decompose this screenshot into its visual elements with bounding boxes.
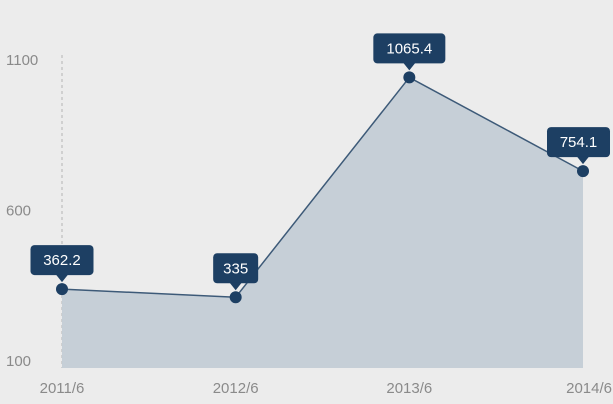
data-label-pointer xyxy=(229,282,242,291)
area-fill xyxy=(62,77,583,368)
data-label-text: 754.1 xyxy=(560,134,598,151)
data-label-text: 362.2 xyxy=(43,252,81,269)
data-label-text: 335 xyxy=(223,260,248,277)
x-tick-labels: 2011/6 2012/6 2013/6 2014/6 xyxy=(40,380,612,397)
x-tick-label: 2013/6 xyxy=(386,380,432,397)
x-tick-label: 2011/6 xyxy=(40,380,85,397)
data-label-pointer xyxy=(56,274,68,283)
data-label-pointer xyxy=(403,62,416,71)
data-points xyxy=(56,71,589,304)
data-point xyxy=(229,291,242,304)
data-label: 754.1 xyxy=(547,127,610,165)
data-label-box xyxy=(213,253,259,284)
data-labels: 362.2 335 1065.4 754.1 xyxy=(30,33,610,291)
data-label: 335 xyxy=(213,253,259,291)
data-label-pointer xyxy=(577,156,589,165)
data-label: 1065.4 xyxy=(373,33,446,71)
data-label-text: 1065.4 xyxy=(386,40,432,57)
y-tick-label: 1100 xyxy=(6,52,38,69)
x-tick-label: 2014/6 xyxy=(566,380,612,397)
data-label-box xyxy=(30,245,94,276)
x-tick-label: 2012/6 xyxy=(213,380,259,397)
y-tick-labels: 100 600 1100 xyxy=(6,52,38,370)
data-point xyxy=(56,283,68,296)
data-point xyxy=(403,71,416,84)
y-tick-label: 600 xyxy=(6,203,31,220)
y-tick-label: 100 xyxy=(6,353,31,370)
data-label: 362.2 xyxy=(30,245,94,283)
data-label-box xyxy=(547,127,610,158)
data-label-box xyxy=(373,33,446,64)
data-point xyxy=(577,165,589,178)
series-line xyxy=(61,76,584,299)
